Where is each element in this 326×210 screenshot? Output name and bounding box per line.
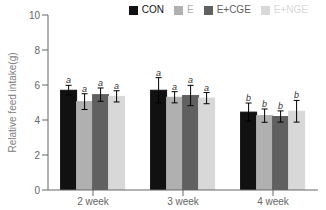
svg-text:b: b — [262, 99, 267, 109]
svg-text:a: a — [156, 68, 161, 78]
svg-text:a: a — [114, 81, 119, 91]
svg-text:a: a — [188, 75, 193, 85]
svg-text:2 week: 2 week — [77, 196, 110, 207]
svg-text:a: a — [172, 82, 177, 92]
svg-text:Relative feed intake(g): Relative feed intake(g) — [7, 52, 18, 152]
svg-text:8: 8 — [34, 45, 40, 56]
svg-text:0: 0 — [34, 185, 40, 196]
svg-text:a: a — [98, 78, 103, 88]
html-text:E+CGE: E+CGE — [216, 4, 251, 15]
svg-text:10: 10 — [29, 10, 41, 21]
svg-text:4: 4 — [34, 115, 40, 126]
svg-text:a: a — [82, 84, 87, 94]
svg-text:3 week: 3 week — [167, 196, 200, 207]
html-text:E: E — [187, 4, 194, 15]
html-text:E+NGE: E+NGE — [273, 4, 308, 15]
svg-text:b: b — [278, 101, 283, 111]
svg-text:6: 6 — [34, 80, 40, 91]
svg-text:b: b — [294, 90, 299, 100]
svg-text:a: a — [204, 83, 209, 93]
html-text:CON: CON — [141, 4, 164, 15]
svg-text:2: 2 — [34, 150, 40, 161]
svg-text:b: b — [246, 93, 251, 103]
svg-text:a: a — [66, 75, 71, 85]
svg-text:4 week: 4 week — [257, 196, 290, 207]
